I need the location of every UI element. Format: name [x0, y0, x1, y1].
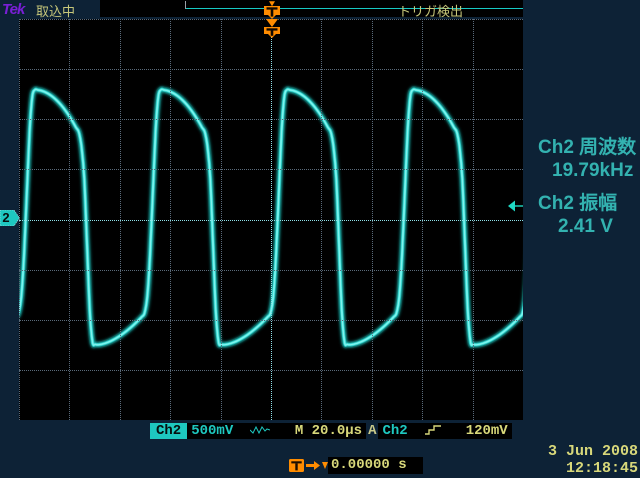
- svg-text:2: 2: [2, 210, 9, 225]
